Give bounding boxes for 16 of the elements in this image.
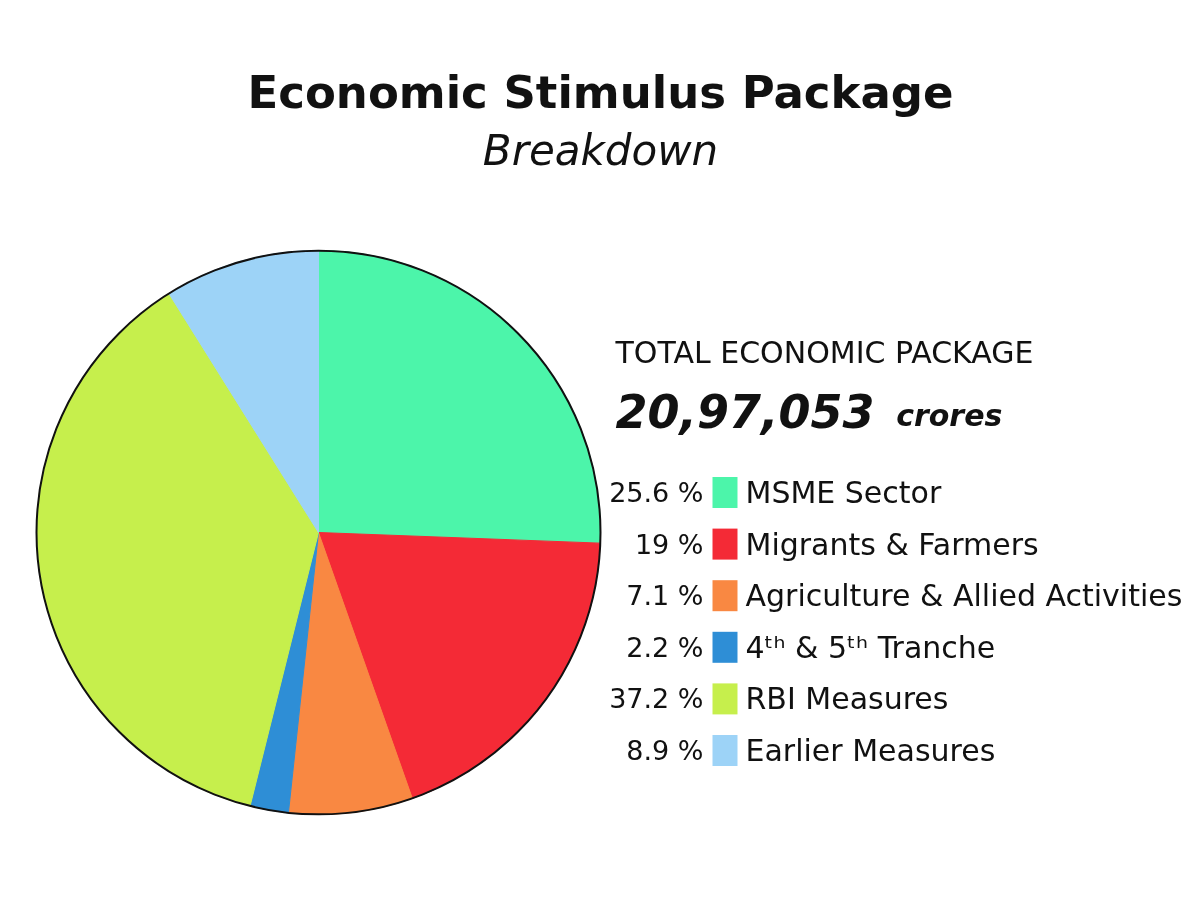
- text: TOTAL ECONOMIC PACKAGE: [614, 335, 1034, 370]
- data-label: 8.9 %: [626, 735, 704, 766]
- legend-label: 4ᵗʰ & 5ᵗʰ Tranche: [745, 629, 996, 665]
- data-label: 7.1 %: [626, 580, 704, 612]
- data-label: 25.6 %: [609, 477, 704, 508]
- legend-label: Earlier Measures: [745, 733, 996, 768]
- data-label: 19 %: [634, 528, 704, 560]
- data-label: 37.2 %: [609, 683, 704, 715]
- chart-subtitle: Breakdown: [482, 126, 719, 175]
- chart-title: Economic Stimulus Package: [247, 66, 954, 119]
- legend-label: MSME Sector: [745, 475, 942, 510]
- legend-label: Migrants & Farmers: [745, 526, 1039, 562]
- legend-label: Agriculture & Allied Activities: [745, 578, 1183, 614]
- text: 20,97,053 crores: [615, 384, 1003, 439]
- legend-label: RBI Measures: [745, 681, 949, 717]
- data-label: 2.2 %: [626, 631, 704, 663]
